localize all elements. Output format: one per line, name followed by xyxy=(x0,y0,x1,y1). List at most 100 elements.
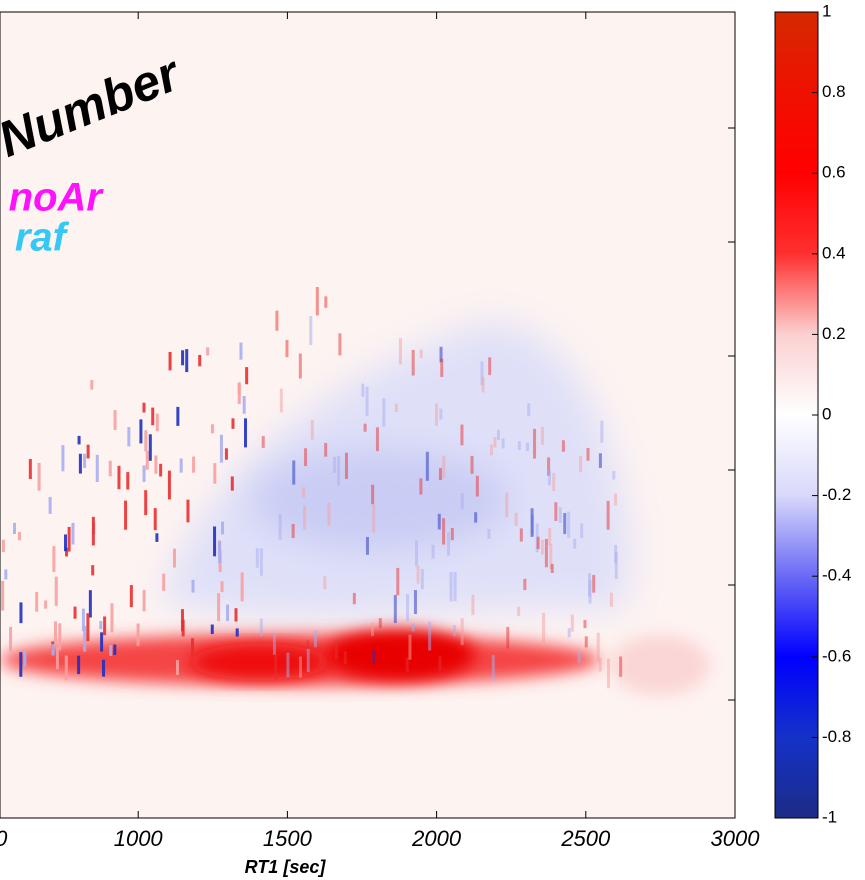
streak xyxy=(127,427,131,447)
streak xyxy=(275,310,279,331)
streak xyxy=(191,579,195,593)
streak xyxy=(527,403,531,417)
positive-core xyxy=(190,644,330,680)
streak xyxy=(65,547,69,557)
streak xyxy=(124,500,128,530)
streak xyxy=(549,543,553,570)
streak xyxy=(181,350,185,366)
streak xyxy=(185,349,189,373)
streak xyxy=(573,538,577,549)
streak xyxy=(361,383,365,397)
streak xyxy=(439,346,443,363)
streak xyxy=(335,640,339,660)
streak xyxy=(151,407,155,426)
streak xyxy=(488,357,492,376)
heatmap xyxy=(0,286,710,695)
streak xyxy=(411,623,415,632)
streak xyxy=(491,655,495,681)
streak xyxy=(58,623,62,651)
streak xyxy=(155,413,159,432)
streak xyxy=(245,367,249,385)
plot-frame xyxy=(0,11,736,819)
streak xyxy=(394,403,398,412)
streak xyxy=(584,636,588,648)
streak xyxy=(103,616,107,636)
colorbar-tick-label: -0.8 xyxy=(822,727,851,746)
streak xyxy=(333,456,337,473)
streak xyxy=(416,565,420,584)
streak xyxy=(567,628,571,638)
streak xyxy=(365,536,369,555)
streak xyxy=(323,576,327,590)
streak xyxy=(547,457,551,476)
streak xyxy=(144,490,148,516)
streak xyxy=(83,453,87,468)
streak xyxy=(493,437,497,448)
streak xyxy=(64,534,68,552)
streak xyxy=(396,567,400,596)
streak xyxy=(52,546,56,573)
streak xyxy=(9,627,13,652)
streak xyxy=(219,434,223,463)
streak xyxy=(580,523,584,539)
streak xyxy=(577,650,581,663)
streak xyxy=(408,634,412,660)
streak xyxy=(442,518,446,545)
streak xyxy=(310,419,314,440)
streak xyxy=(438,655,442,671)
streak xyxy=(77,435,81,445)
streak xyxy=(474,512,478,523)
streak xyxy=(440,358,444,377)
streak xyxy=(525,442,529,452)
streak xyxy=(167,470,171,500)
streak xyxy=(86,613,90,642)
streak xyxy=(612,471,616,480)
streak xyxy=(37,462,41,491)
streak xyxy=(234,608,238,622)
streak xyxy=(148,434,152,461)
streak xyxy=(90,380,94,390)
streak xyxy=(411,349,415,376)
streak xyxy=(226,604,230,622)
streak xyxy=(460,424,464,446)
streak xyxy=(1,539,5,552)
streak xyxy=(327,502,331,526)
streak xyxy=(221,521,225,535)
streak xyxy=(453,571,457,602)
streak xyxy=(292,460,296,485)
streak xyxy=(306,640,310,650)
streak xyxy=(291,523,295,539)
streak xyxy=(35,592,39,612)
colorbar-tick-label: 0.4 xyxy=(822,243,846,262)
streak xyxy=(117,465,121,490)
streak xyxy=(17,532,21,541)
streak xyxy=(420,568,424,590)
streak xyxy=(460,618,464,646)
streak xyxy=(162,573,166,591)
streak xyxy=(540,539,544,555)
streak xyxy=(180,609,184,632)
streak xyxy=(272,632,276,655)
streak xyxy=(372,504,376,533)
streak xyxy=(614,493,618,506)
streak xyxy=(544,538,548,568)
streak xyxy=(550,563,554,573)
streak xyxy=(129,585,133,608)
streak xyxy=(501,438,505,449)
streak xyxy=(145,450,149,470)
streak xyxy=(338,333,342,356)
streak xyxy=(552,472,556,492)
streak xyxy=(217,593,221,622)
streak xyxy=(563,513,567,535)
streak xyxy=(110,603,114,633)
streak xyxy=(175,659,179,676)
streak xyxy=(155,533,159,542)
streak xyxy=(324,442,328,457)
streak xyxy=(437,513,441,530)
streak xyxy=(600,420,604,443)
streak xyxy=(609,592,613,607)
streak xyxy=(99,621,103,630)
streak xyxy=(547,469,551,486)
streak xyxy=(343,651,347,664)
